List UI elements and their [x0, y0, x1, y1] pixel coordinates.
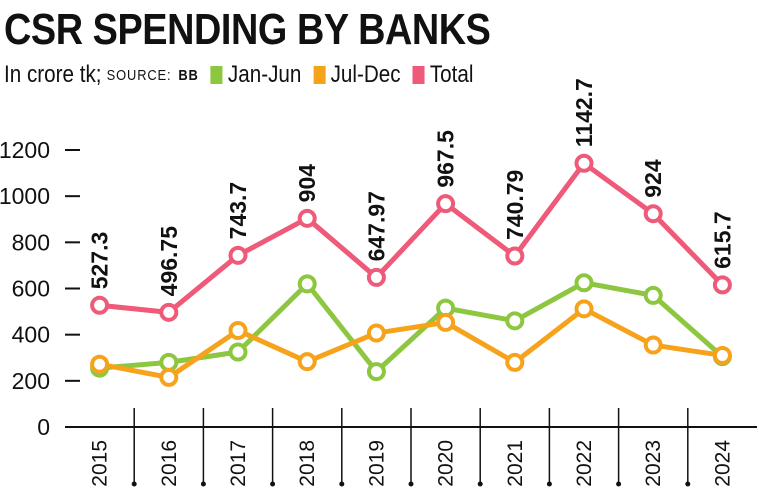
y-tick-label: 0 [37, 414, 50, 440]
data-point-jul-dec [297, 352, 317, 372]
series-line-jan-jun [97, 280, 725, 375]
data-label-total: 1142.7 [571, 78, 597, 147]
x-tick-label: 2021 [504, 440, 527, 487]
data-point-jul-dec [159, 367, 179, 387]
data-label-total: 904 [294, 164, 320, 203]
x-tick-label: 2023 [642, 440, 665, 487]
x-separator-dot [200, 481, 206, 487]
data-point-total [643, 204, 663, 224]
data-point-jul-dec [436, 312, 456, 332]
data-point-jan-jun [574, 273, 594, 293]
source-value: BB [178, 66, 199, 84]
data-label-total: 967.5 [433, 130, 459, 188]
x-separator-dot [339, 481, 345, 487]
data-point-total [297, 208, 317, 228]
legend-label-total: Total [429, 61, 474, 88]
data-point-jan-jun [228, 342, 248, 362]
x-tick-label: 2015 [89, 440, 112, 487]
data-label-total: 615.7 [709, 211, 735, 269]
data-point-total [366, 267, 386, 287]
data-point-jul-dec [90, 354, 110, 374]
x-separator-dot [546, 481, 552, 487]
legend-item-jul-dec: Jul-Dec [313, 61, 401, 89]
y-tick-label: 1200 [0, 137, 50, 163]
data-label-total: 924 [640, 159, 666, 198]
unit-label: In crore tk; [4, 61, 102, 88]
legend-swatch-total [412, 66, 425, 84]
data-point-jul-dec [574, 299, 594, 319]
x-tick-label: 2024 [711, 440, 734, 487]
legend-item-total: Total [412, 61, 474, 89]
x-tick-label: 2016 [158, 440, 181, 487]
legend-swatch-jan-jun [210, 66, 223, 84]
x-separator-dot [477, 481, 483, 487]
y-tick-label: 200 [12, 368, 50, 394]
y-tick-label: 400 [12, 322, 50, 348]
x-tick-label: 2017 [227, 440, 250, 487]
y-tick-label: 800 [12, 229, 50, 255]
x-tick-label: 2019 [365, 440, 388, 487]
y-tick-label: 600 [12, 276, 50, 302]
data-label-total: 647.97 [363, 191, 389, 261]
x-separator-dot [408, 481, 414, 487]
data-point-jan-jun [505, 311, 525, 331]
legend-label-jul-dec: Jul-Dec [330, 61, 401, 88]
data-point-total [90, 295, 110, 315]
series-line-total [97, 160, 725, 315]
x-tick-label: 2018 [296, 440, 319, 487]
data-point-jan-jun [159, 352, 179, 372]
data-point-jul-dec [505, 352, 525, 372]
data-point-total [228, 245, 248, 265]
data-point-jul-dec [712, 345, 732, 365]
series-line-jul-dec [97, 306, 725, 380]
data-label-total: 527.3 [87, 232, 113, 290]
data-point-jul-dec [228, 321, 248, 341]
data-point-jan-jun [366, 362, 386, 382]
x-tick-label: 2022 [573, 440, 596, 487]
data-point-total [574, 153, 594, 173]
data-point-jul-dec [366, 323, 386, 343]
chart-title: CSR SPENDING BY BANKS [4, 5, 491, 54]
legend-swatch-jul-dec [313, 66, 326, 84]
legend-item-jan-jun: Jan-Jun [210, 61, 302, 89]
data-label-total: 496.75 [156, 226, 182, 297]
legend-label-jan-jun: Jan-Jun [227, 61, 302, 88]
source-label: SOURCE: [106, 66, 172, 84]
data-label-total: 743.7 [225, 182, 251, 240]
y-tick-label: 1000 [0, 183, 50, 209]
x-separator-dot [616, 481, 622, 487]
data-label-total: 740.79 [502, 170, 528, 240]
data-point-total [159, 302, 179, 322]
chart-subtitle: In crore tk; SOURCE: BB Jan-Jun Jul-Dec … [4, 60, 473, 90]
data-point-total [505, 246, 525, 266]
x-separator-dot [131, 481, 137, 487]
data-point-total [712, 275, 732, 295]
x-separator-dot [270, 481, 276, 487]
data-point-jan-jun [643, 285, 663, 305]
x-separator-dot [685, 481, 691, 487]
data-point-jul-dec [643, 335, 663, 355]
x-tick-label: 2020 [435, 440, 458, 487]
data-point-jan-jun [297, 274, 317, 294]
data-point-total [436, 194, 456, 214]
